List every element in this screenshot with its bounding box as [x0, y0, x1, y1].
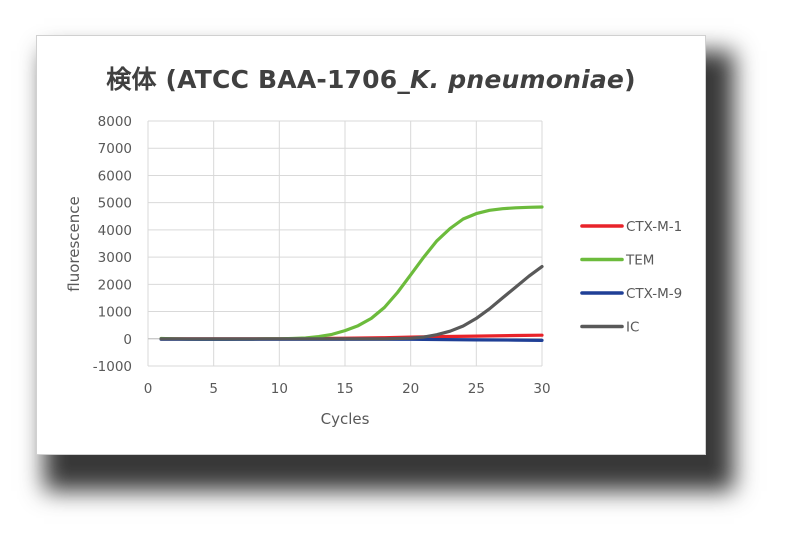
x-tick-label: 30 — [533, 381, 550, 397]
x-tick-label: 20 — [402, 381, 419, 397]
x-tick-label: 10 — [271, 381, 288, 397]
x-tick-label: 15 — [336, 381, 353, 397]
y-tick-labels: -1000 0 1000 2000 3000 4000 5000 6000 7000 8000 — [93, 114, 132, 375]
y-tick-label: 5000 — [98, 196, 132, 212]
series-line-ic — [159, 265, 544, 341]
x-tick-label: 0 — [144, 381, 153, 397]
y-tick-label: 0 — [123, 332, 132, 348]
legend-label-tem: TEM — [625, 253, 654, 269]
legend: CTX-M-1 TEM CTX-M-9 IC — [580, 219, 682, 336]
y-tick-label: 3000 — [98, 250, 132, 266]
x-axis-label: Cycles — [321, 410, 370, 428]
chart-title-suffix: ) — [624, 65, 636, 94]
y-tick-label: 1000 — [98, 305, 132, 321]
chart-title-prefix: 検体 (ATCC BAA-1706_ — [106, 65, 411, 94]
chart-title: 検体 (ATCC BAA-1706_K. pneumoniae) — [37, 60, 705, 96]
chart-title-species: K. pneumoniae — [410, 65, 625, 94]
gridlines — [147, 120, 543, 367]
chart-card: 検体 (ATCC BAA-1706_K. pneumoniae) -1000 0 1… — [36, 35, 706, 455]
x-tick-label: 25 — [468, 381, 485, 397]
line-chart: -1000 0 1000 2000 3000 4000 5000 6000 7000 8000 0… — [65, 114, 682, 428]
legend-label-ctx-m-1: CTX-M-1 — [626, 219, 682, 235]
y-tick-label: 8000 — [98, 114, 132, 130]
legend-label-ctx-m-9: CTX-M-9 — [626, 286, 682, 302]
y-axis-label: fluorescence — [65, 196, 83, 291]
series-lines — [159, 205, 544, 342]
x-tick-label: 5 — [209, 381, 218, 397]
y-tick-label: 2000 — [98, 277, 132, 293]
y-tick-label: 4000 — [98, 223, 132, 239]
y-tick-label: 6000 — [98, 168, 132, 184]
y-tick-label: -1000 — [93, 359, 132, 375]
x-tick-labels: 0 5 10 15 20 25 30 — [144, 381, 551, 397]
series-line-tem — [159, 205, 544, 341]
y-tick-label: 7000 — [98, 141, 132, 157]
legend-label-ic: IC — [626, 320, 639, 336]
